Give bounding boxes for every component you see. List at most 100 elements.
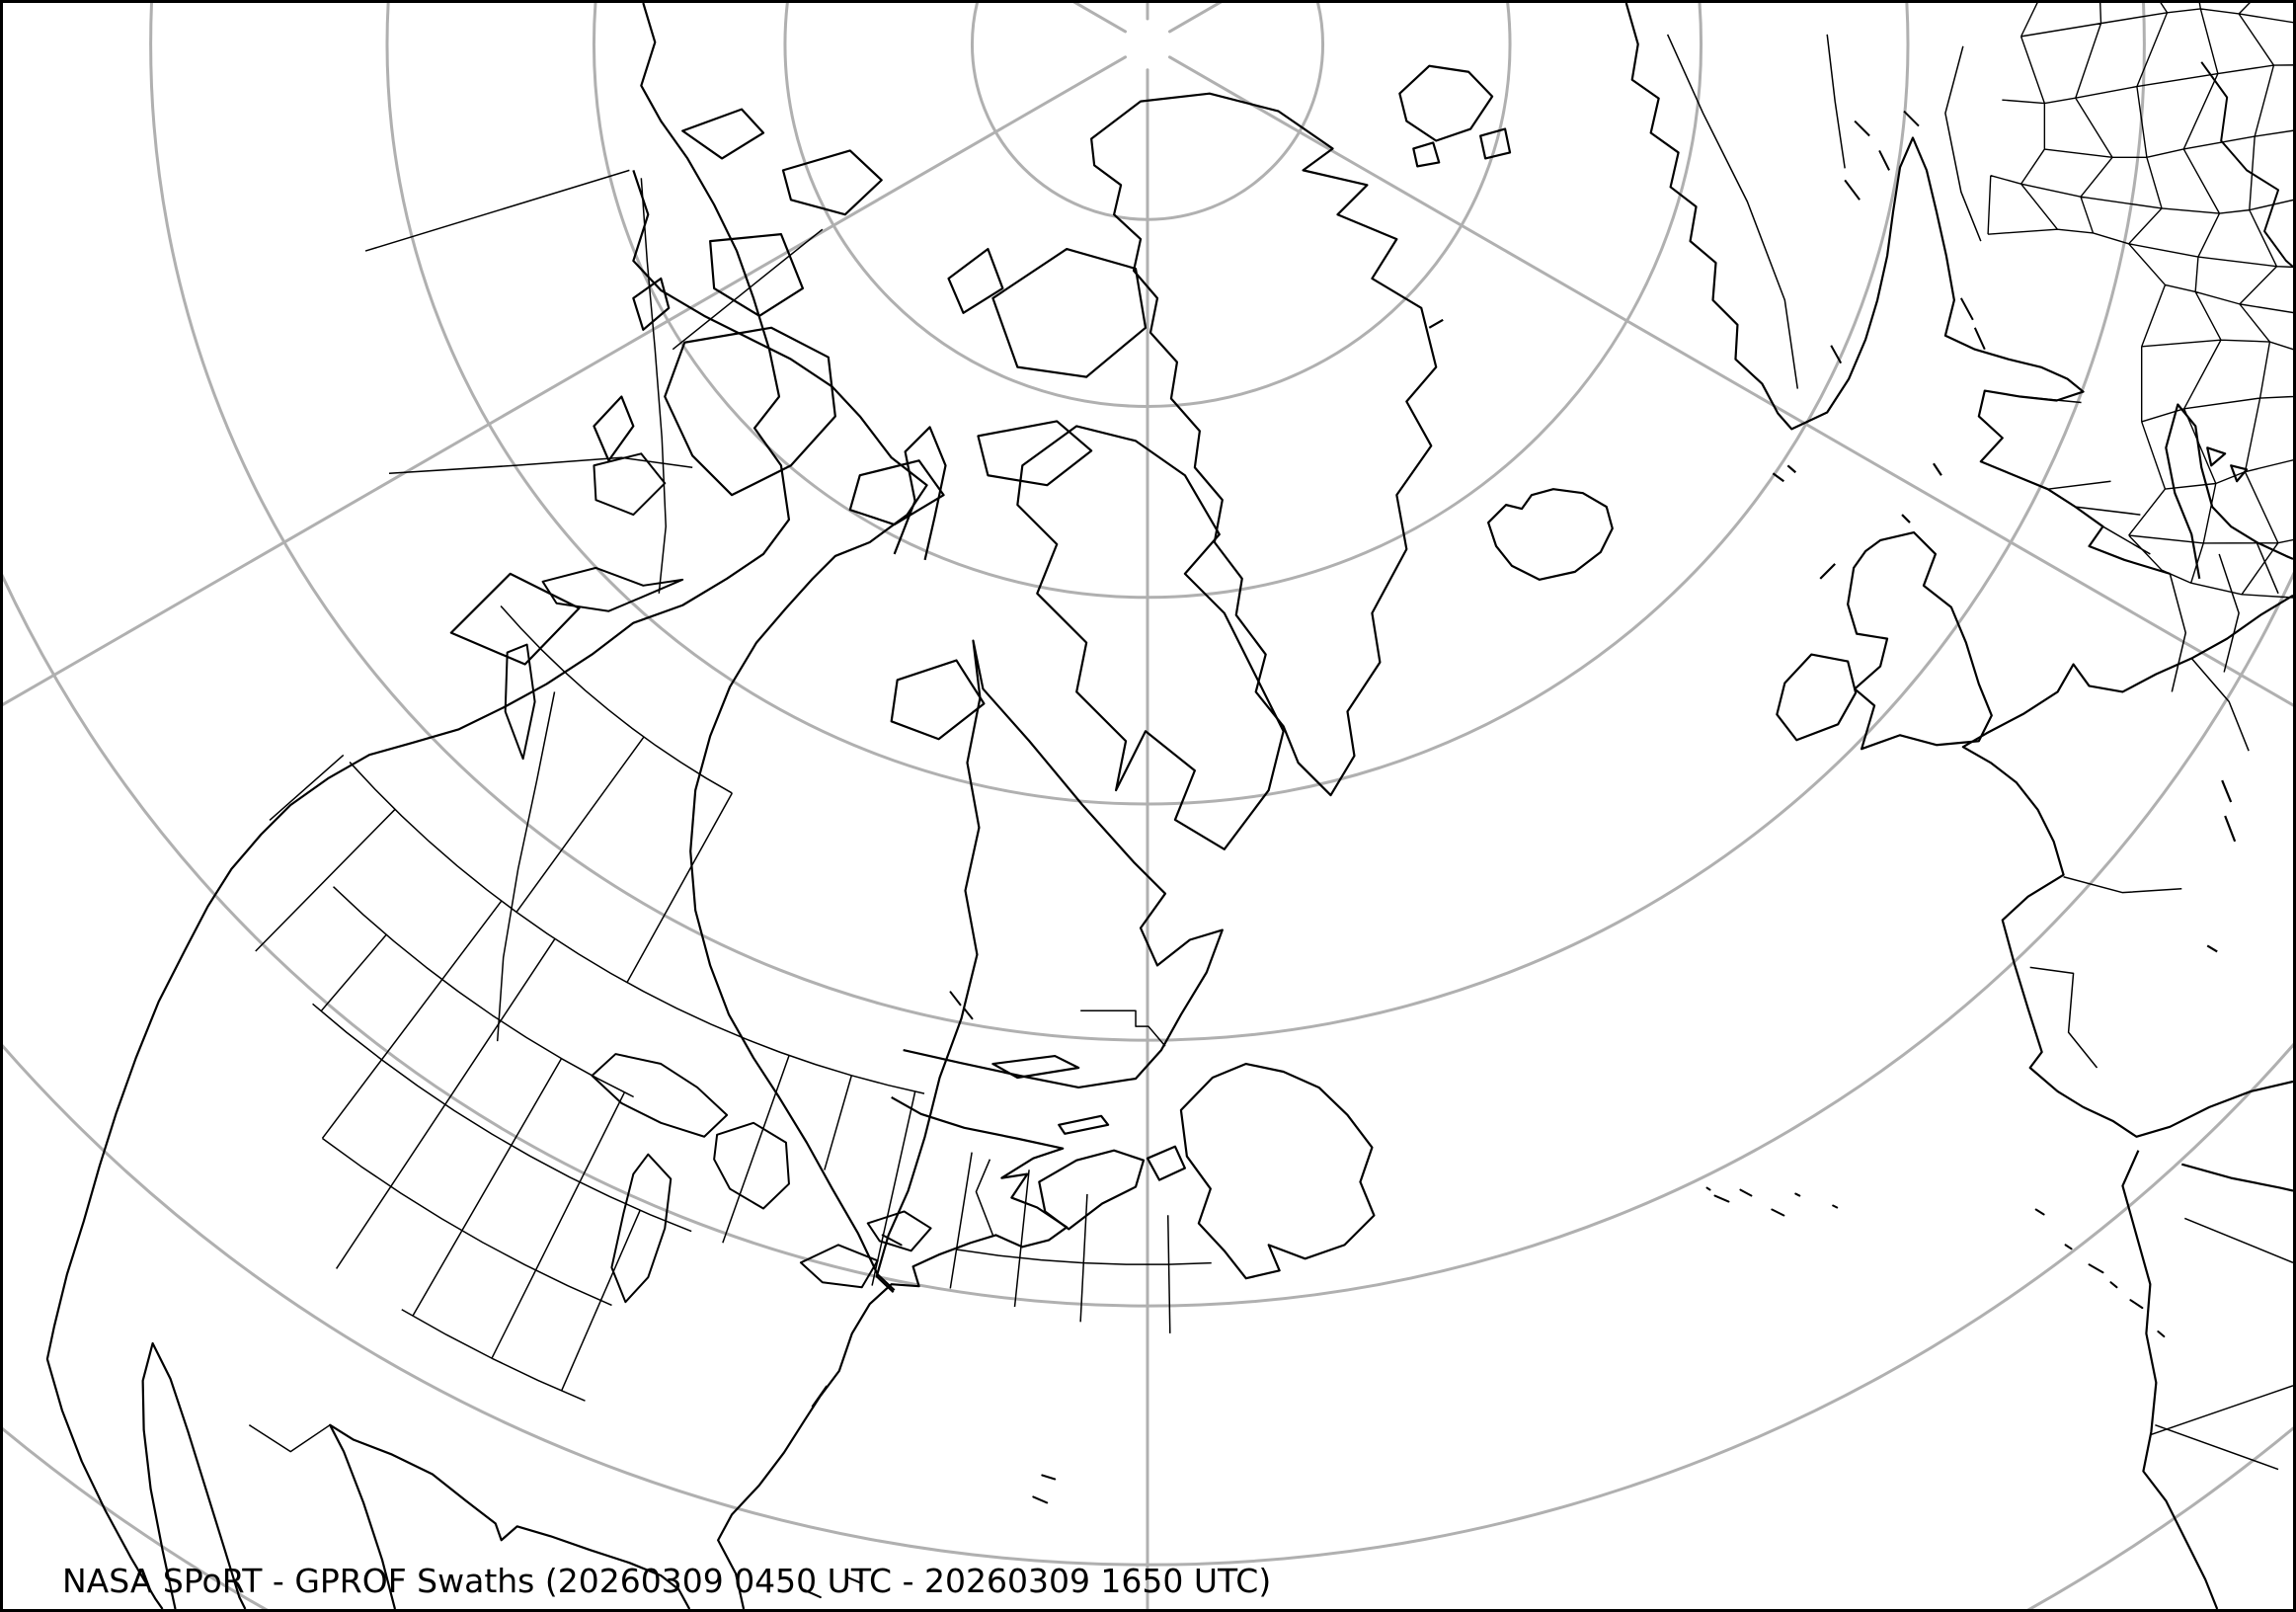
labrador-hudson-east-coast	[877, 641, 1223, 1293]
canary-islands	[2066, 1245, 2165, 1336]
lake-winnipeg	[506, 645, 535, 760]
state-border-parallel	[334, 887, 634, 1097]
haida-gwaii	[594, 279, 669, 460]
caption: NASA SPoRT - GPROF Swaths (20260309 0450…	[62, 1562, 1272, 1600]
oblast-border-mesh	[1983, 3, 2293, 600]
border-alaska-yukon	[365, 170, 629, 251]
melville-island	[783, 150, 882, 214]
finland-lakes	[1831, 112, 1985, 363]
coastline-europe-africa	[1626, 3, 2293, 1609]
border-baltics	[2020, 397, 2151, 554]
banks-island	[710, 234, 803, 316]
state-border-meridian	[322, 901, 501, 1138]
graticule-grid	[3, 3, 2293, 1609]
border-finland-russia	[1945, 46, 1981, 241]
longitude-meridian	[1169, 57, 2293, 1422]
iceland	[1488, 489, 1613, 580]
lake-michigan	[611, 1155, 671, 1302]
state-border-meridian	[1015, 1169, 1030, 1307]
lake-erie	[801, 1245, 878, 1287]
prince-edward-island	[1059, 1116, 1108, 1134]
prince-patrick-island	[682, 110, 763, 159]
newfoundland	[1181, 1064, 1374, 1278]
small-islands	[803, 992, 2164, 1597]
victoria-island	[665, 328, 835, 495]
border-portugal-spain	[2030, 967, 2098, 1068]
atlantic-coast	[718, 1097, 1067, 1609]
border-norway-sweden	[1668, 35, 1798, 389]
akimiski-island	[883, 1235, 902, 1245]
axel-heiberg-island	[949, 249, 1003, 313]
admin-borders-static	[249, 35, 2293, 1470]
channel-france-iberia-coast	[1963, 596, 2293, 1137]
coastline-north-america	[47, 3, 1223, 1609]
ellesmere-island	[992, 249, 1146, 377]
white-sea	[2201, 62, 2293, 267]
madeira	[2036, 1209, 2044, 1214]
bermuda	[1042, 1476, 1055, 1480]
border-west-sahara	[2150, 1218, 2293, 1469]
state-border-meridian	[1080, 1194, 1087, 1322]
morocco-med-coast	[2181, 1165, 2293, 1191]
border-maine-nb	[976, 1160, 992, 1236]
lake-superior	[592, 1054, 727, 1137]
lake-huron	[714, 1123, 789, 1209]
state-border-meridian	[492, 1092, 624, 1358]
state-border-meridian	[516, 737, 644, 912]
longitude-meridian	[1169, 3, 2293, 32]
state-border-meridian	[872, 1091, 915, 1285]
longitude-meridian	[3, 3, 1126, 32]
map-canvas	[3, 3, 2293, 1609]
azores	[1707, 1188, 1838, 1216]
sable-island	[1033, 1496, 1047, 1502]
nova-scotia	[1039, 1151, 1144, 1230]
baffin-island	[1017, 426, 1283, 848]
us-state-border-fan	[256, 606, 1212, 1402]
boothia-peninsula	[895, 427, 946, 560]
border-central-europe	[2170, 542, 2278, 751]
lakes	[506, 62, 2293, 1302]
gulf-of-california-coast	[143, 1343, 246, 1609]
danish-isles	[2207, 447, 2247, 481]
great-slave-lake	[543, 568, 683, 611]
state-border-parallel	[501, 606, 732, 793]
state-border-parallel	[313, 1004, 692, 1231]
southampton-island	[892, 661, 985, 740]
state-border-meridian	[270, 755, 344, 820]
islands	[451, 66, 1613, 1278]
faroe-islands	[1773, 465, 1795, 481]
border-alaska-bc-panhandle	[389, 457, 692, 473]
great-britain	[1848, 532, 1992, 749]
lake-ontario	[868, 1211, 931, 1250]
belcher-islands	[951, 992, 973, 1018]
border-nwt-nunavut	[673, 229, 823, 350]
devon-island	[978, 421, 1091, 485]
state-border-meridian	[627, 793, 732, 983]
state-border-meridian	[562, 1210, 641, 1391]
gulf-coast	[330, 1425, 689, 1609]
russian-oblast-mesh	[1983, 3, 2293, 600]
corsica-sardinia	[2207, 780, 2235, 951]
border-pyrenees	[2064, 877, 2182, 893]
border-quebec-labrador	[1080, 1010, 1165, 1046]
scandinavia-baltic-coast	[1626, 3, 2171, 574]
state-border-meridian	[825, 1076, 851, 1170]
scottish-isles	[1820, 463, 1941, 579]
arctic-coast	[633, 170, 926, 1290]
pacific-coast	[47, 3, 789, 1609]
border-mexico-us	[249, 1425, 330, 1452]
state-border-meridian	[321, 934, 386, 1010]
jan-mayen	[1429, 320, 1443, 328]
border-yukon-nwt	[641, 178, 666, 593]
border-bc-alberta	[498, 691, 555, 1041]
state-border-meridian	[1168, 1215, 1170, 1333]
northwest-africa-coast	[2122, 1151, 2217, 1609]
anticosti-island	[992, 1056, 1078, 1078]
state-border-meridian	[723, 1056, 789, 1244]
state-border-meridian	[950, 1153, 972, 1289]
bahamas	[803, 1577, 862, 1597]
ireland	[1777, 655, 1856, 741]
longitude-meridian	[3, 57, 1126, 1422]
greenland	[1091, 94, 1436, 795]
